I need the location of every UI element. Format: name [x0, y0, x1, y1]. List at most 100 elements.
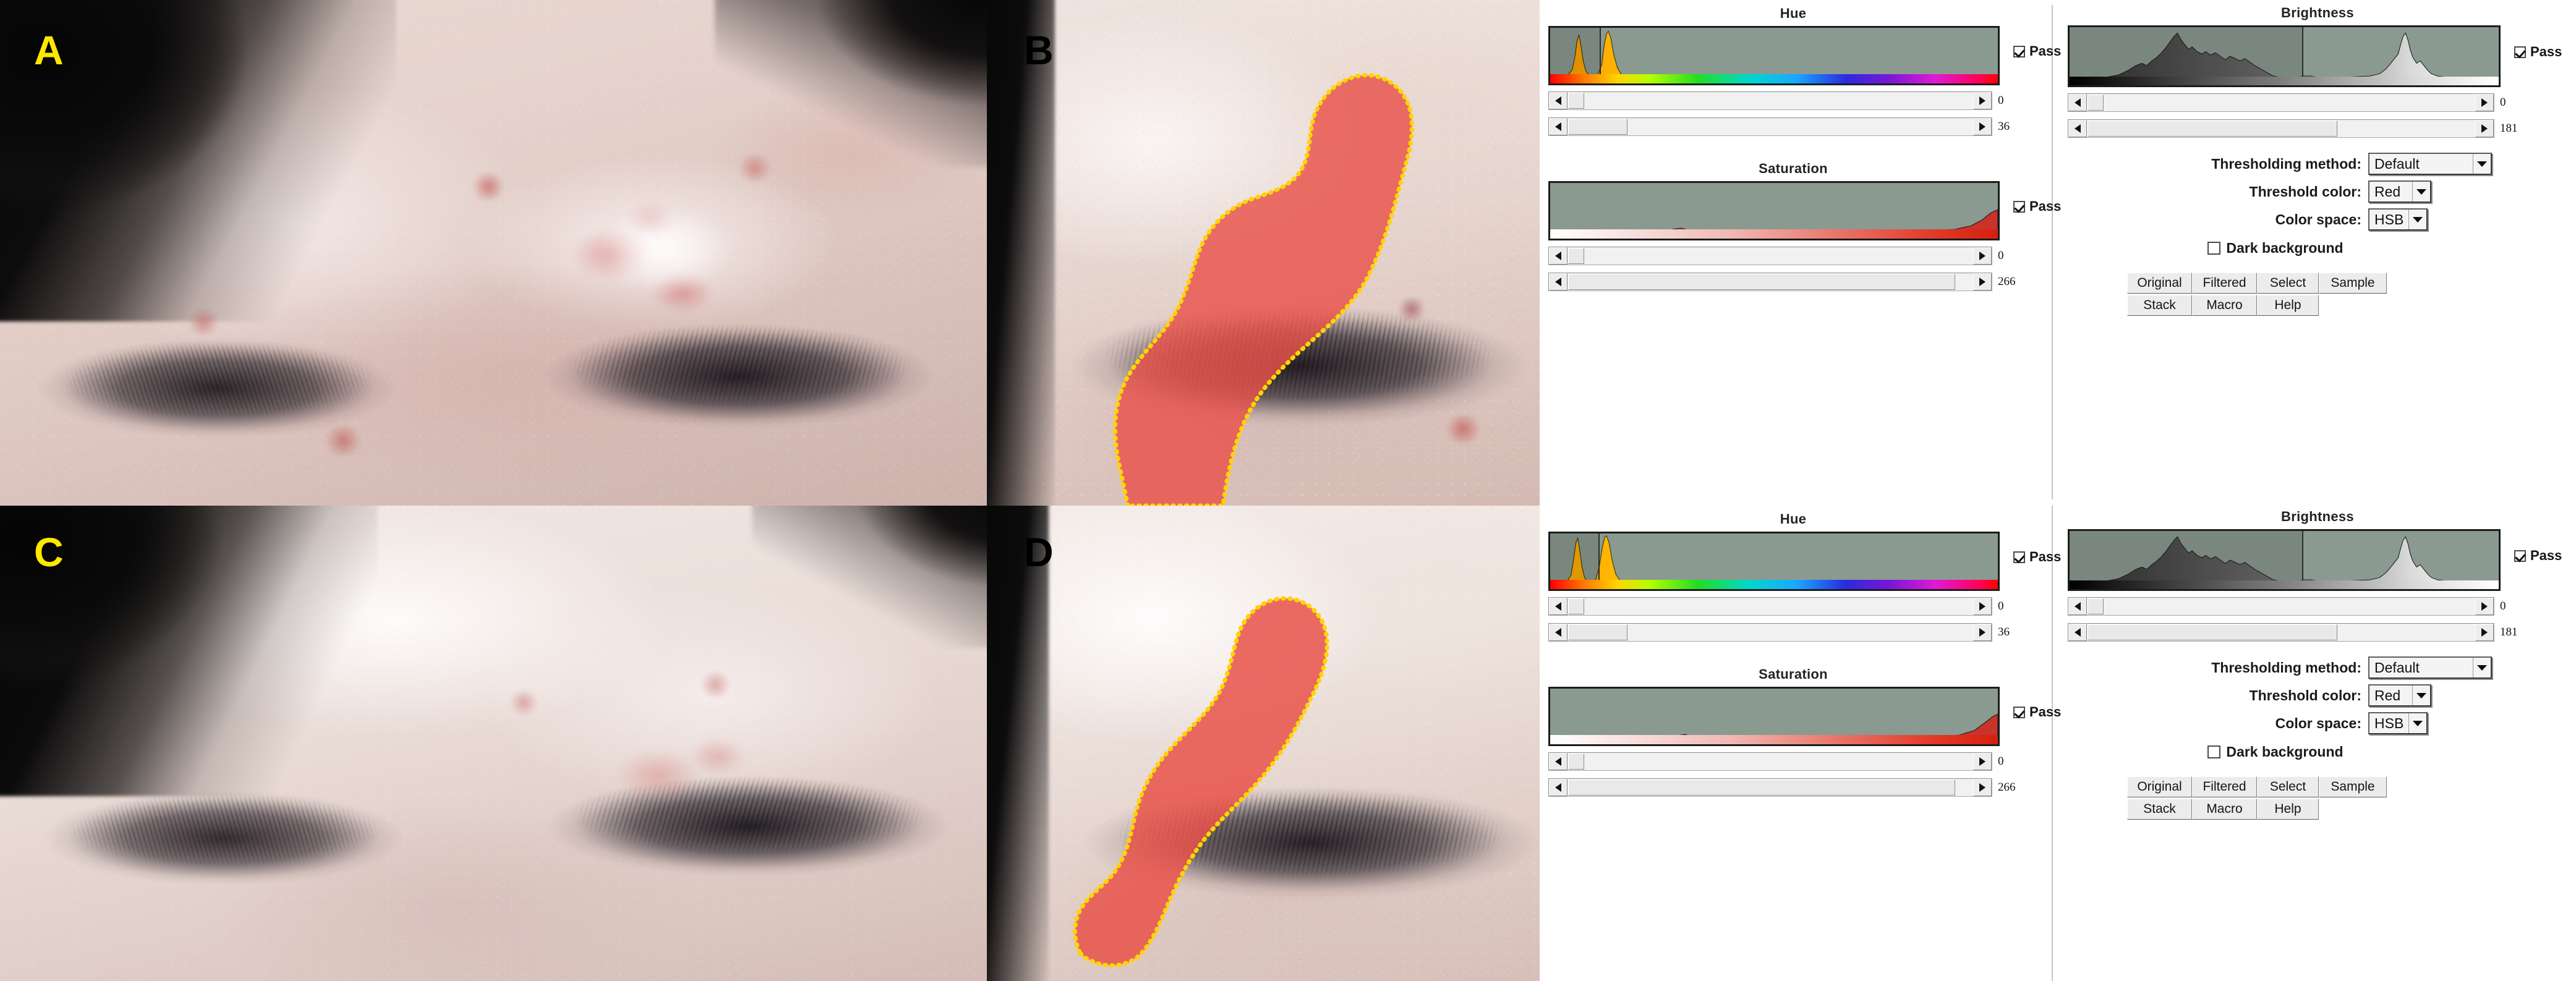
threshold-color-select[interactable]: Red	[2368, 684, 2431, 707]
hue-max-left-arrow[interactable]	[1549, 118, 1567, 135]
saturation-max-thumb[interactable]	[1568, 274, 1955, 290]
macro-button[interactable]: Macro	[2192, 799, 2257, 820]
original-button[interactable]: Original	[2127, 776, 2192, 797]
brightness-min-right-arrow[interactable]	[2475, 598, 2494, 615]
stack-button[interactable]: Stack	[2127, 799, 2192, 820]
brightness-pass-checkbox[interactable]	[2514, 550, 2526, 562]
brightness-min-slider[interactable]	[2068, 93, 2494, 112]
brightness-histogram[interactable]	[2068, 529, 2501, 591]
hue-pass-control[interactable]: Pass	[2013, 43, 2061, 59]
saturation-max-right-arrow[interactable]	[1973, 273, 1992, 291]
saturation-pass-control[interactable]: Pass	[2013, 198, 2061, 214]
dark-background-checkbox[interactable]	[2207, 242, 2221, 255]
hue-min-thumb[interactable]	[1568, 598, 1584, 614]
hue-max-right-arrow[interactable]	[1973, 118, 1992, 135]
chevron-down-icon[interactable]	[2412, 686, 2430, 705]
brightness-threshold-marker[interactable]	[2302, 531, 2303, 589]
chevron-down-icon[interactable]	[2473, 154, 2491, 174]
color-space-select[interactable]: HSB	[2368, 712, 2428, 734]
select-button[interactable]: Select	[2257, 273, 2319, 294]
hue-threshold-marker[interactable]	[1600, 28, 1601, 83]
hue-min-right-arrow[interactable]	[1973, 598, 1992, 615]
hue-pass-control[interactable]: Pass	[2013, 549, 2061, 565]
saturation-max-thumb[interactable]	[1568, 779, 1955, 796]
dark-background-checkbox[interactable]	[2207, 745, 2221, 758]
hue-max-right-arrow[interactable]	[1973, 624, 1992, 641]
brightness-pass-checkbox[interactable]	[2514, 46, 2526, 58]
hue-max-thumb[interactable]	[1568, 119, 1627, 135]
hue-min-slider[interactable]	[1548, 597, 1992, 616]
dark-background-row[interactable]: Dark background	[2059, 744, 2492, 760]
brightness-min-thumb[interactable]	[2088, 598, 2104, 614]
saturation-max-slider[interactable]	[1548, 273, 1992, 291]
hue-min-left-arrow[interactable]	[1549, 92, 1567, 109]
saturation-min-slider[interactable]	[1548, 752, 1992, 771]
brightness-min-slider[interactable]	[2068, 597, 2494, 616]
saturation-histogram[interactable]	[1548, 181, 2000, 240]
saturation-pass-checkbox[interactable]	[2013, 706, 2025, 718]
brightness-max-slider[interactable]	[2068, 623, 2494, 642]
select-button[interactable]: Select	[2257, 776, 2319, 797]
hue-max-slider[interactable]	[1548, 117, 1992, 136]
hue-threshold-marker[interactable]	[1598, 533, 1600, 589]
chevron-down-icon[interactable]	[2473, 658, 2491, 677]
hue-min-slider[interactable]	[1548, 91, 1992, 110]
filtered-button[interactable]: Filtered	[2192, 776, 2257, 797]
saturation-histogram[interactable]	[1548, 687, 2000, 746]
saturation-min-right-arrow[interactable]	[1973, 247, 1992, 265]
hue-histogram[interactable]	[1548, 26, 2000, 85]
threshold-color-select[interactable]: Red	[2368, 180, 2431, 203]
brightness-max-right-arrow[interactable]	[2475, 624, 2494, 641]
saturation-pass-control[interactable]: Pass	[2013, 704, 2061, 720]
hue-max-thumb[interactable]	[1568, 624, 1627, 640]
saturation-min-thumb[interactable]	[1568, 754, 1584, 770]
brightness-min-right-arrow[interactable]	[2475, 94, 2494, 111]
chevron-down-icon[interactable]	[2412, 182, 2430, 202]
brightness-pass-control[interactable]: Pass	[2514, 548, 2562, 564]
chevron-down-icon[interactable]	[2408, 713, 2426, 733]
brightness-max-slider[interactable]	[2068, 119, 2494, 138]
brightness-max-right-arrow[interactable]	[2475, 120, 2494, 137]
brightness-min-left-arrow[interactable]	[2068, 94, 2087, 111]
brightness-threshold-marker[interactable]	[2302, 27, 2303, 85]
sample-button[interactable]: Sample	[2319, 273, 2387, 294]
hue-min-right-arrow[interactable]	[1973, 92, 1992, 109]
thresholding-method-select[interactable]: Default	[2368, 656, 2492, 679]
saturation-max-left-arrow[interactable]	[1549, 779, 1567, 796]
help-button[interactable]: Help	[2257, 799, 2319, 820]
hue-min-thumb[interactable]	[1568, 93, 1584, 109]
saturation-min-slider[interactable]	[1548, 247, 1992, 265]
hue-histogram[interactable]	[1548, 532, 2000, 591]
original-button[interactable]: Original	[2127, 273, 2192, 294]
brightness-pass-control[interactable]: Pass	[2514, 44, 2562, 60]
help-button[interactable]: Help	[2257, 295, 2319, 316]
brightness-min-left-arrow[interactable]	[2068, 598, 2087, 615]
chevron-down-icon[interactable]	[2408, 210, 2426, 229]
dark-background-row[interactable]: Dark background	[2059, 240, 2492, 257]
thresholding-method-select[interactable]: Default	[2368, 153, 2492, 175]
saturation-max-left-arrow[interactable]	[1549, 273, 1567, 291]
brightness-min-thumb[interactable]	[2088, 95, 2104, 111]
macro-button[interactable]: Macro	[2192, 295, 2257, 316]
brightness-max-left-arrow[interactable]	[2068, 120, 2087, 137]
hue-max-left-arrow[interactable]	[1549, 624, 1567, 641]
hue-pass-checkbox[interactable]	[2013, 551, 2025, 563]
brightness-histogram[interactable]	[2068, 25, 2501, 87]
saturation-min-right-arrow[interactable]	[1973, 753, 1992, 770]
filtered-button[interactable]: Filtered	[2192, 273, 2257, 294]
brightness-max-left-arrow[interactable]	[2068, 624, 2087, 641]
sample-button[interactable]: Sample	[2319, 776, 2387, 797]
saturation-max-right-arrow[interactable]	[1973, 779, 1992, 796]
saturation-max-slider[interactable]	[1548, 778, 1992, 797]
stack-button[interactable]: Stack	[2127, 295, 2192, 316]
color-space-select[interactable]: HSB	[2368, 208, 2428, 231]
brightness-max-thumb[interactable]	[2088, 624, 2337, 640]
hue-max-slider[interactable]	[1548, 623, 1992, 642]
hue-pass-checkbox[interactable]	[2013, 45, 2025, 57]
saturation-min-thumb[interactable]	[1568, 248, 1584, 264]
hue-min-left-arrow[interactable]	[1549, 598, 1567, 615]
saturation-pass-checkbox[interactable]	[2013, 200, 2025, 213]
saturation-min-left-arrow[interactable]	[1549, 753, 1567, 770]
brightness-max-thumb[interactable]	[2088, 121, 2337, 137]
saturation-min-left-arrow[interactable]	[1549, 247, 1567, 265]
